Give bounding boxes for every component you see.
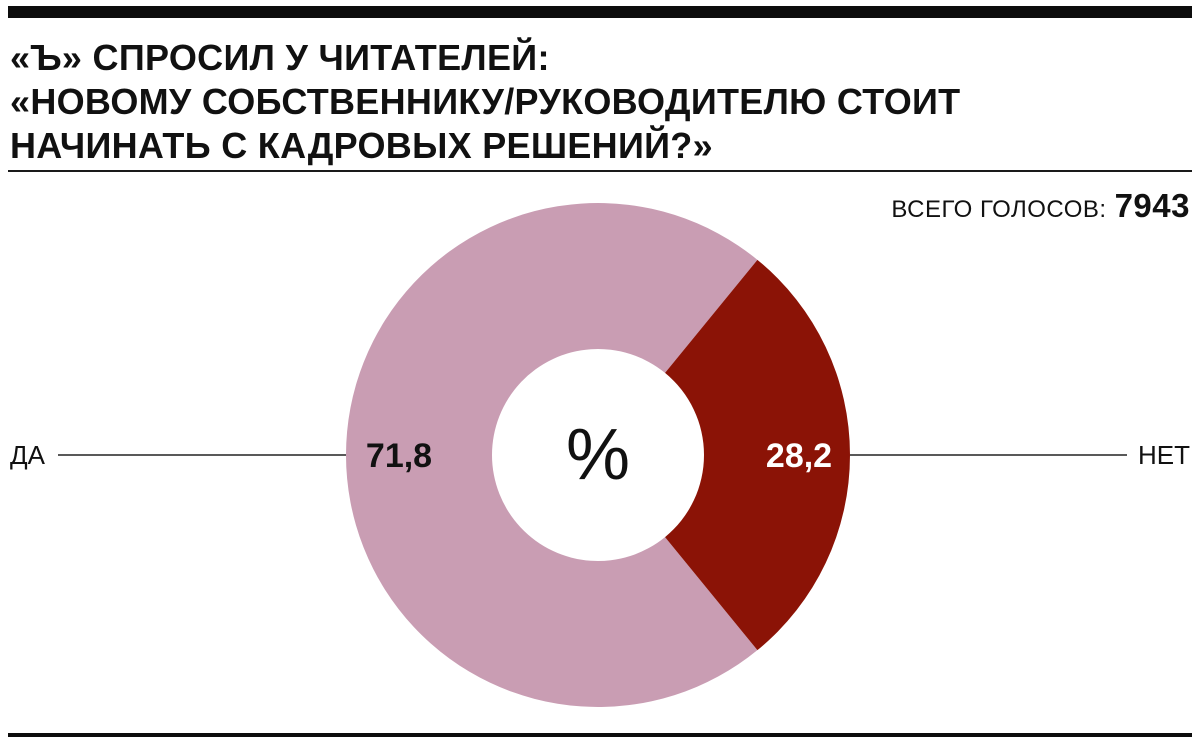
total-votes-label: ВСЕГО ГОЛОСОВ: [891,196,1107,223]
value-label-yes: 71,8 [366,437,432,475]
value-label-no: 28,2 [766,437,832,475]
title-line-3: НАЧИНАТЬ С КАДРОВЫХ РЕШЕНИЙ?» [10,125,713,166]
top-rule [8,6,1192,18]
donut-slices [346,202,850,707]
title-divider [8,170,1192,172]
total-votes: ВСЕГО ГОЛОСОВ: 7943 [891,188,1190,228]
title-line-2: «НОВОМУ СОБСТВЕННИКУ/РУКОВОДИТЕЛЮ СТОИТ [10,81,961,122]
total-votes-value: 7943 [1114,187,1190,224]
chart-labels: 71,8 28,2 ДА НЕТ [10,437,1190,475]
chart-title: «Ъ» СПРОСИЛ У ЧИТАТЕЛЕЙ: «НОВОМУ СОБСТВЕ… [10,36,1190,168]
category-label-yes: ДА [10,440,46,470]
center-percent-label: % [566,415,630,495]
slice-no [665,259,850,651]
title-line-1: «Ъ» СПРОСИЛ У ЧИТАТЕЛЕЙ: [10,37,550,78]
slice-yes [346,202,758,707]
bottom-rule [8,733,1192,737]
category-label-no: НЕТ [1138,440,1190,470]
